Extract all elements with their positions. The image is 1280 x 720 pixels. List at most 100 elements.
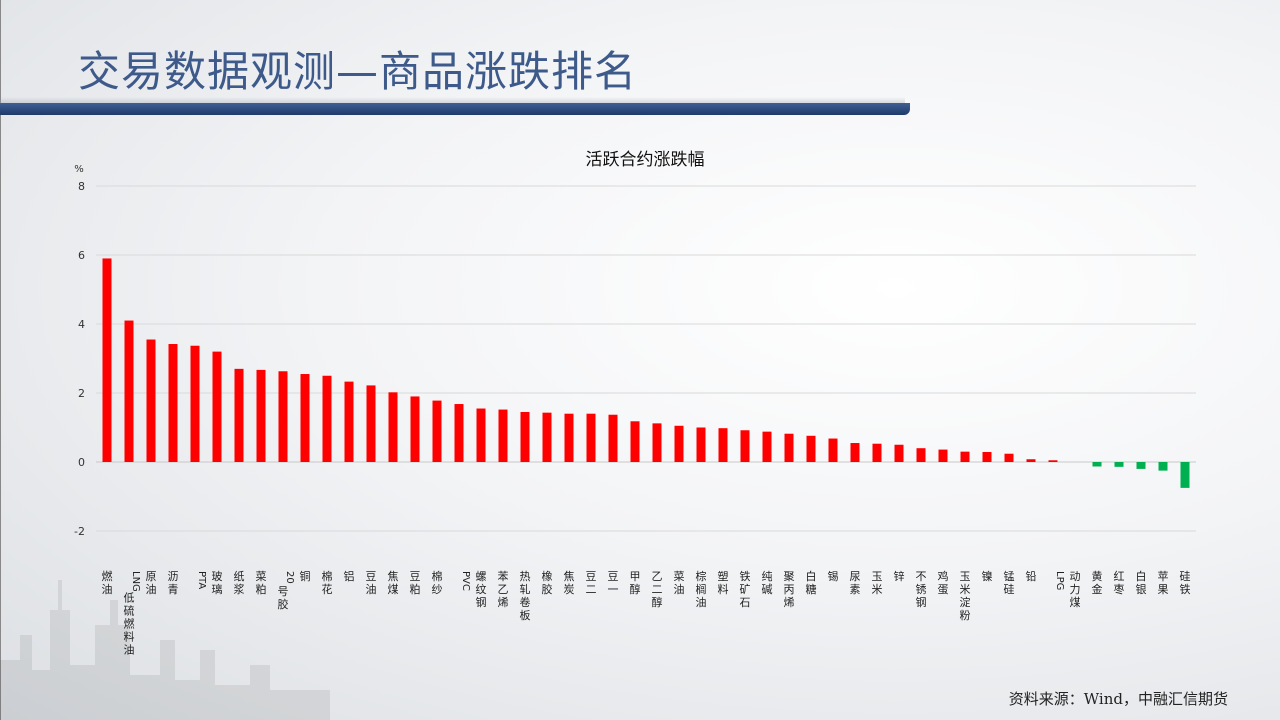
y-tick-label: 2: [78, 387, 85, 400]
category-label: 豆油: [366, 570, 377, 596]
source-note: 资料来源：Wind，中融汇信期货: [1008, 690, 1228, 708]
category-label: 棉花: [322, 569, 333, 596]
bar: [762, 431, 772, 462]
bar: [410, 396, 420, 462]
category-label: 玉米: [872, 570, 883, 596]
category-label-latin: 20: [284, 571, 295, 584]
bar: [784, 433, 794, 462]
category-label: 热轧卷板: [520, 570, 531, 622]
category-label: 铁矿石: [740, 570, 751, 609]
category-label-latin: PVC: [460, 571, 471, 591]
slide-left-border: [0, 0, 1, 720]
bar: [300, 374, 310, 462]
slide-title: 交易数据观测—商品涨跌排名: [78, 47, 638, 96]
bar: [894, 444, 904, 462]
y-tick-label: 4: [78, 318, 85, 331]
category-label: 红枣: [1114, 570, 1125, 596]
y-tick-label: 0: [78, 456, 85, 469]
category-label: 铝: [344, 569, 355, 583]
bar: [586, 413, 596, 462]
category-label: 菜粕: [256, 570, 267, 596]
category-label: 棕榈油: [696, 569, 707, 609]
bar: [1048, 460, 1058, 462]
bar: [190, 345, 200, 462]
bar: [454, 404, 464, 462]
category-label: 纯碱: [762, 570, 773, 596]
bar: [344, 381, 354, 462]
category-label: 动力煤: [1070, 570, 1081, 609]
category-label: 纸浆: [234, 570, 245, 596]
bar: [828, 438, 838, 462]
bar: [1114, 462, 1124, 467]
category-label: 硅铁: [1180, 570, 1191, 596]
category-label: 塑料: [718, 569, 729, 596]
category-label: 橡胶: [542, 570, 553, 596]
category-label: 焦炭: [564, 570, 575, 596]
bar: [278, 371, 288, 462]
bar: [806, 435, 816, 462]
bar: [850, 443, 860, 462]
bar: [872, 443, 882, 462]
category-label: 燃油: [102, 569, 113, 596]
bar: [608, 414, 618, 462]
category-label: 豆粕: [410, 570, 421, 596]
bar: [1026, 459, 1036, 462]
category-label: 玉米淀粉: [960, 570, 971, 622]
category-label: 苹果: [1158, 569, 1169, 596]
bar: [124, 320, 134, 462]
category-label: 低硫燃料油: [124, 592, 135, 657]
category-label: 尿素: [850, 570, 861, 596]
bar: [630, 421, 640, 462]
category-label: 棉纱: [432, 569, 443, 596]
category-label: 苯乙烯: [498, 569, 509, 609]
bar: [1136, 462, 1146, 469]
bar: [498, 409, 508, 462]
category-label: 不锈钢: [916, 570, 927, 609]
category-label: 螺纹钢: [476, 570, 487, 609]
bar: [696, 427, 706, 462]
bar: [388, 392, 398, 462]
bar: [718, 428, 728, 462]
bar: [916, 448, 926, 462]
category-label: 白银: [1136, 569, 1147, 596]
category-label: 铜: [300, 569, 311, 583]
bar: [168, 344, 178, 462]
category-label: 聚丙烯: [784, 570, 795, 609]
category-label: 原油: [146, 570, 157, 596]
bar: [476, 408, 486, 462]
bar: [938, 449, 948, 462]
bar: [146, 339, 156, 462]
bar: [1180, 462, 1190, 488]
category-label-latin: LPG: [1054, 571, 1065, 590]
bar: [982, 451, 992, 462]
y-axis-label: %: [74, 164, 84, 175]
category-label-latin: LNG: [130, 571, 141, 592]
city-skyline-watermark: [0, 580, 330, 720]
bar: [652, 423, 662, 462]
bar: [564, 413, 574, 462]
bar: [740, 430, 750, 462]
bar: [520, 411, 530, 462]
category-label: 豆二: [586, 570, 597, 596]
category-label: 锡: [828, 569, 839, 583]
category-label: 锰硅: [1004, 569, 1015, 596]
bar: [256, 369, 266, 462]
category-label: 玻璃: [212, 570, 223, 596]
bar: [1004, 453, 1014, 462]
y-tick-label: 8: [78, 180, 85, 193]
bar: [1158, 462, 1168, 471]
category-label: 焦煤: [388, 570, 399, 596]
category-label: 豆一: [608, 570, 619, 596]
bar: [432, 400, 442, 462]
title-banner-shadow: [0, 97, 905, 103]
category-label: 鸡蛋: [938, 569, 949, 596]
bar: [366, 385, 376, 462]
title-banner: [0, 103, 910, 115]
category-label: 沥青: [168, 570, 179, 596]
category-label-latin: PTA: [196, 571, 207, 589]
bar: [102, 258, 112, 462]
category-label: 乙二醇: [652, 570, 663, 609]
bar: [960, 451, 970, 462]
y-tick-label: 6: [78, 249, 85, 262]
